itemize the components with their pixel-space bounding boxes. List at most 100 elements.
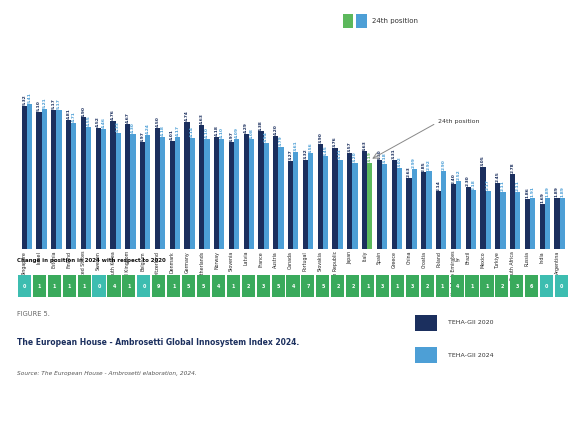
Text: 1.91: 1.91 [530,186,534,197]
Text: 1.89: 1.89 [545,187,549,197]
Text: India: India [540,251,545,263]
Text: Austria: Austria [273,251,279,268]
Bar [500,192,506,249]
Text: TEHA-GII 2024: TEHA-GII 2024 [448,353,493,358]
Text: 5: 5 [276,284,280,289]
FancyBboxPatch shape [18,275,31,297]
Bar [545,198,550,249]
FancyBboxPatch shape [361,275,374,297]
Bar [495,183,500,249]
Text: Un: Un [454,258,460,263]
Bar [303,160,308,249]
Text: 2.63: 2.63 [407,167,411,178]
Text: 4.81: 4.81 [66,108,70,119]
FancyBboxPatch shape [376,275,389,297]
Bar [559,198,565,249]
FancyBboxPatch shape [346,275,359,297]
Bar [66,120,71,249]
FancyBboxPatch shape [451,275,464,297]
Text: FIGURE 5.: FIGURE 5. [17,311,50,317]
Bar [515,192,521,249]
Bar [130,133,136,249]
FancyBboxPatch shape [63,275,76,297]
Text: Singapore: Singapore [22,251,27,275]
Text: 4.18: 4.18 [161,125,165,136]
Bar [392,160,397,249]
Text: 4.09: 4.09 [235,127,239,138]
Bar [421,172,426,249]
Bar [249,139,254,249]
Bar [415,347,436,363]
Text: Russia: Russia [525,251,530,266]
Text: 2.40: 2.40 [451,173,455,184]
Bar [199,125,204,249]
Text: 1: 1 [486,284,489,289]
Text: Portugal: Portugal [303,251,308,271]
FancyBboxPatch shape [242,275,255,297]
Bar [347,153,352,249]
Text: Japan: Japan [347,251,352,264]
Bar [332,148,337,249]
Text: Mexico: Mexico [480,251,486,268]
Text: 4.55: 4.55 [86,115,90,126]
Bar [426,171,431,249]
Text: 9: 9 [157,284,161,289]
Text: Netherlands: Netherlands [200,251,204,280]
FancyBboxPatch shape [137,275,150,297]
FancyBboxPatch shape [272,275,285,297]
Text: 3.31: 3.31 [392,148,396,159]
FancyBboxPatch shape [122,275,136,297]
Text: 4: 4 [217,284,220,289]
Text: 0: 0 [142,284,146,289]
Bar [214,137,219,249]
Text: 1.86: 1.86 [525,187,529,198]
Text: 0: 0 [97,284,101,289]
Bar [352,163,358,249]
Bar [155,128,160,249]
Text: 2.99: 2.99 [412,157,416,168]
Text: 3.45: 3.45 [323,145,327,156]
Text: Belgium: Belgium [140,251,145,271]
FancyBboxPatch shape [257,275,270,297]
Text: 4: 4 [113,284,116,289]
Bar [288,161,293,249]
Bar [525,199,530,249]
Bar [279,147,284,249]
FancyBboxPatch shape [540,275,553,297]
Text: Switzerland: Switzerland [155,251,160,279]
Text: Poland: Poland [436,251,441,267]
Text: 1: 1 [396,284,399,289]
Text: 3.18: 3.18 [383,152,387,163]
Text: Norway: Norway [214,251,219,269]
Bar [140,142,145,249]
Bar [362,151,367,249]
Bar [259,131,264,249]
Text: 3.31: 3.31 [338,148,342,159]
FancyBboxPatch shape [182,275,195,297]
Text: 4.50: 4.50 [156,117,160,127]
Bar [175,137,180,249]
Text: 3.61: 3.61 [294,140,298,151]
Text: 0: 0 [560,284,563,289]
Text: 4.08: 4.08 [249,128,253,139]
Bar [169,141,175,249]
Bar [234,139,239,249]
Text: 3.94: 3.94 [264,132,268,142]
Bar [160,137,165,249]
Text: Italy: Italy [362,251,367,261]
Text: Denmark: Denmark [170,251,175,273]
Text: 3: 3 [381,284,384,289]
Bar [397,168,402,249]
Bar [264,143,269,249]
Text: 1: 1 [128,284,131,289]
FancyBboxPatch shape [480,275,494,297]
Bar [204,139,209,249]
Bar [125,124,130,249]
Text: 2.52: 2.52 [456,170,460,181]
Text: 3.90: 3.90 [318,133,322,143]
FancyBboxPatch shape [555,275,568,297]
Text: Israel: Israel [37,251,42,264]
Text: 4.18: 4.18 [214,125,219,136]
FancyBboxPatch shape [331,275,344,297]
Text: Turkiye: Turkiye [495,251,500,268]
